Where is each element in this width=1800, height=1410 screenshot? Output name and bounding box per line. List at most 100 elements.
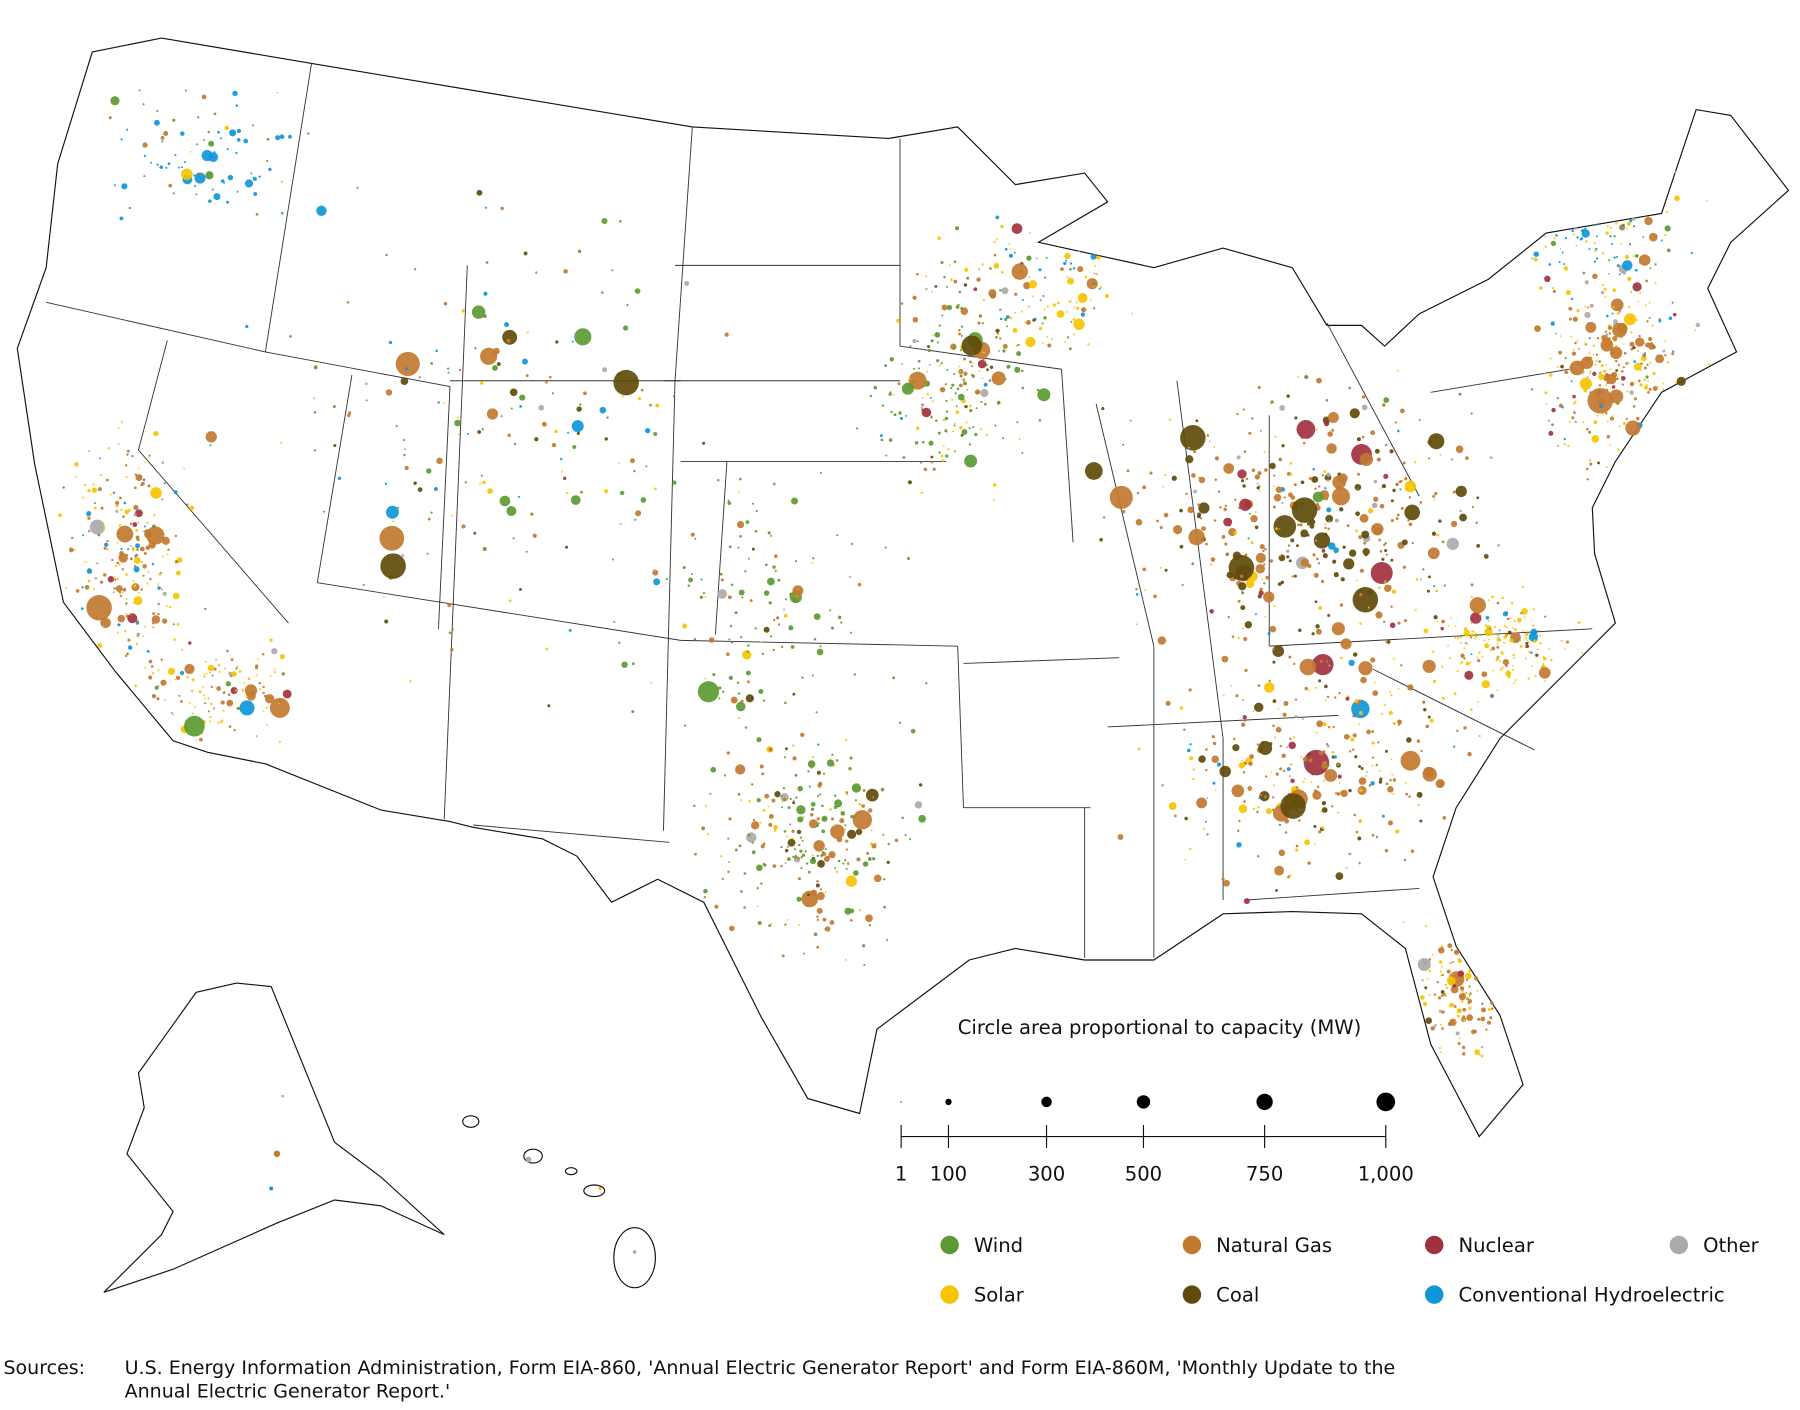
plant-dot-gas [1607,325,1613,330]
plant-dot-nuclear [973,287,978,292]
plant-dot-gas [1491,646,1496,651]
plant-dot-solar [1588,352,1591,355]
plant-dot-solar [1511,668,1514,671]
plant-dot-wind [1037,388,1051,402]
plant-dot-wind [888,392,892,396]
plant-dot-gas [450,648,454,652]
plant-dot-other [1584,280,1589,285]
plant-dot-solar [1567,444,1570,448]
plant-dot-wind [834,867,837,870]
plant-dot-solar [119,525,121,528]
plant-dot-coal [1288,559,1292,563]
plant-dot-hydro [253,192,258,196]
plant-dot-solar [1310,781,1313,783]
plant-dot-hydro [194,172,206,184]
plant-dot-other [215,658,218,661]
plant-dot-wind [890,410,893,414]
plant-dot-hydro [123,501,127,505]
plant-dot-wind [1069,268,1072,271]
plant-dot-other [212,707,216,710]
plant-dot-wind [889,357,895,362]
plant-dot-wind [815,711,818,714]
plant-dot-solar [461,308,466,313]
state-border [316,374,353,583]
plant-dot-gas [1318,485,1321,488]
plant-dot-gas [1433,993,1437,996]
plant-dot-hydro [135,543,140,549]
plant-dot-other [1236,455,1241,460]
plant-dot-wind [842,862,845,865]
plant-dot-solar [1472,630,1475,633]
plant-dot-solar [1488,619,1490,622]
plant-dot-gas [1588,430,1592,434]
plant-dot-nuclear [1592,371,1597,376]
plant-dot-gas [1278,527,1281,531]
plant-dot-gas [1264,775,1268,778]
plant-dot-gas [629,458,635,464]
plant-dot-wind [995,335,998,339]
plant-dot-gas [1558,350,1563,355]
plant-dot-wind [510,407,513,410]
plant-dot-solar [1000,224,1004,229]
plant-dot-wind [451,628,454,631]
plant-dot-hydro [433,487,438,491]
plant-dot-solar [1514,678,1517,681]
plant-dot-wind [963,381,967,386]
plant-dot-nuclear [1011,223,1023,234]
plant-dot-gas [1221,877,1225,881]
plant-dot-wind [811,674,814,677]
plant-dot-solar [870,829,873,832]
plant-dot-gas [1474,976,1479,981]
plant-dot-other [1695,322,1700,328]
plant-dot-wind [768,924,772,928]
plant-dot-wind [880,787,885,792]
plant-dot-coal [986,368,989,372]
plant-dot-hydro [177,166,181,169]
legend-item-gas: Natural Gas [1182,1234,1332,1257]
plant-dot-solar [1321,826,1325,830]
plant-dot-gas [1206,833,1209,836]
plant-dot-solar [1477,700,1480,703]
plant-dot-other [1281,501,1284,504]
plant-dot-gas [1458,979,1462,983]
plant-dot-solar [1647,380,1650,382]
plant-dot-other [160,588,163,591]
plant-dot-wind [867,857,872,861]
plant-dot-gas [1294,698,1298,701]
plant-dot-wind [204,702,207,705]
plant-dot-solar [1662,382,1665,385]
plant-dot-wind [810,807,815,811]
plant-dot-other [1417,957,1431,972]
plant-dot-gas [1467,751,1472,757]
plant-dot-wind [882,878,886,881]
plant-dot-wind [482,547,487,551]
plant-dot-coal [1219,765,1231,778]
plant-dot-coal [413,481,417,485]
plant-dot-wind [110,96,120,106]
plant-dot-wind [837,615,842,620]
plant-dot-gas [930,460,934,464]
plant-dot-solar [173,638,176,641]
plant-dot-gas [1339,603,1344,607]
plant-dot-wind [872,857,876,861]
plant-dot-wind [996,400,1001,405]
plant-dot-wind [808,785,811,788]
plant-dot-gas [1585,357,1589,361]
plant-dot-solar [1065,310,1068,313]
plant-dot-solar [1584,342,1587,345]
plant-dot-solar [279,654,285,660]
plant-dot-gas [70,536,74,540]
plant-dot-gas [1564,356,1567,360]
plant-dot-gas [1259,587,1263,591]
plant-dot-gas [894,838,899,843]
plant-dot-hydro [1550,321,1555,326]
plant-dot-gas [1263,795,1267,799]
plant-dot-solar [203,697,206,700]
plant-dot-gas [1436,980,1439,984]
plant-dot-gas [119,594,122,598]
plant-dot-gas [810,813,814,817]
plant-dot-wind [884,546,887,549]
plant-dot-gas [1447,1021,1453,1027]
plant-dot-solar [762,808,766,812]
plant-dot-wind [195,193,198,196]
